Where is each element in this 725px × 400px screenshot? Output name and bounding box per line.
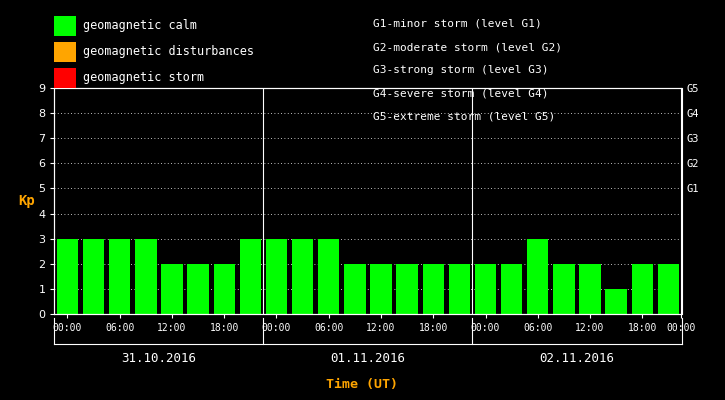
Bar (57, 239, 78, 314)
Bar (658, 264, 679, 314)
Bar (135, 239, 157, 314)
Bar (579, 264, 601, 314)
Bar (553, 264, 575, 314)
Text: 31.10.2016: 31.10.2016 (121, 352, 196, 364)
Text: G1-minor storm (level G1): G1-minor storm (level G1) (373, 19, 542, 29)
Text: G3-strong storm (level G3): G3-strong storm (level G3) (373, 66, 549, 76)
Text: 01.11.2016: 01.11.2016 (331, 352, 405, 364)
Y-axis label: Kp: Kp (19, 194, 36, 208)
Bar (109, 239, 130, 314)
Bar (501, 264, 523, 314)
Bar (605, 289, 627, 314)
Text: G5-extreme storm (level G5): G5-extreme storm (level G5) (373, 112, 555, 122)
Bar (370, 264, 392, 314)
Text: G4-severe storm (level G4): G4-severe storm (level G4) (373, 89, 549, 99)
Text: Time (UT): Time (UT) (326, 378, 399, 391)
Bar (475, 264, 496, 314)
Bar (83, 239, 104, 314)
Bar (344, 264, 365, 314)
Text: geomagnetic storm: geomagnetic storm (83, 72, 204, 84)
Bar (527, 239, 549, 314)
Text: geomagnetic disturbances: geomagnetic disturbances (83, 46, 254, 58)
Bar (266, 239, 287, 314)
Bar (318, 239, 339, 314)
Text: 02.11.2016: 02.11.2016 (539, 352, 615, 364)
Bar (240, 239, 261, 314)
Text: geomagnetic calm: geomagnetic calm (83, 20, 197, 32)
Bar (631, 264, 653, 314)
Bar (213, 264, 235, 314)
Bar (449, 264, 470, 314)
Bar (397, 264, 418, 314)
Bar (161, 264, 183, 314)
Bar (187, 264, 209, 314)
Bar (292, 239, 313, 314)
Bar (423, 264, 444, 314)
Text: G2-moderate storm (level G2): G2-moderate storm (level G2) (373, 42, 563, 52)
